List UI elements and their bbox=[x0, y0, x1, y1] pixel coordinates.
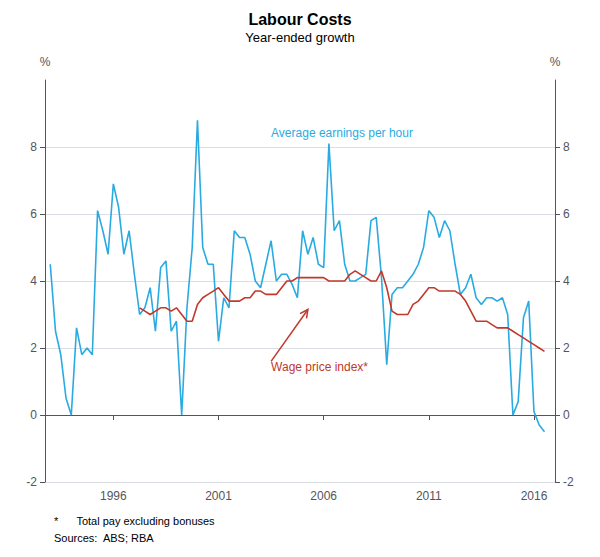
svg-text:%: % bbox=[550, 55, 561, 69]
svg-text:8: 8 bbox=[30, 140, 37, 154]
svg-text:2016: 2016 bbox=[521, 489, 548, 503]
svg-text:Wage price index*: Wage price index* bbox=[271, 360, 368, 374]
svg-text:8: 8 bbox=[563, 140, 570, 154]
svg-text:2011: 2011 bbox=[416, 489, 442, 503]
svg-text:Labour Costs: Labour Costs bbox=[248, 11, 351, 28]
svg-text:0: 0 bbox=[563, 408, 570, 422]
svg-text:1996: 1996 bbox=[100, 489, 127, 503]
svg-text:-2: -2 bbox=[26, 475, 37, 489]
svg-text:6: 6 bbox=[563, 207, 570, 221]
svg-text:2: 2 bbox=[30, 341, 37, 355]
svg-text:Year-ended growth: Year-ended growth bbox=[245, 30, 354, 45]
svg-text:%: % bbox=[40, 55, 51, 69]
svg-text:0: 0 bbox=[30, 408, 37, 422]
svg-text:2: 2 bbox=[563, 341, 570, 355]
svg-text:-2: -2 bbox=[563, 475, 574, 489]
svg-text:Sources: ABS; RBA: Sources: ABS; RBA bbox=[54, 532, 154, 544]
svg-text:6: 6 bbox=[30, 207, 37, 221]
svg-text:* Total pay excluding bon: * Total pay excluding bonuses bbox=[54, 515, 215, 527]
svg-text:4: 4 bbox=[30, 274, 37, 288]
svg-text:Average earnings per hour: Average earnings per hour bbox=[271, 126, 413, 140]
svg-text:2001: 2001 bbox=[205, 489, 232, 503]
svg-text:2006: 2006 bbox=[310, 489, 337, 503]
svg-text:4: 4 bbox=[563, 274, 570, 288]
